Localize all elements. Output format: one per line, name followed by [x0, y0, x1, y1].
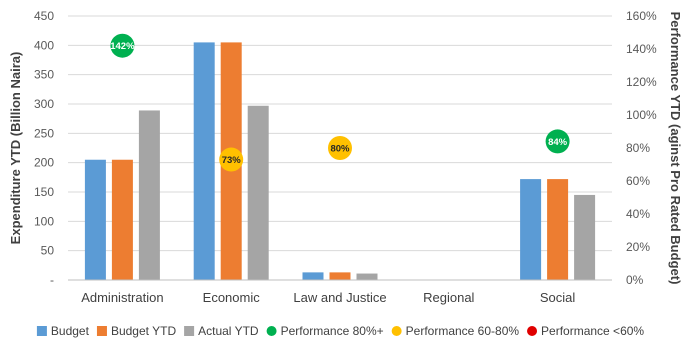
y2-tick-label: 160%	[626, 9, 657, 23]
bar	[574, 194, 596, 280]
bar	[84, 159, 106, 280]
y2-tick-label: 100%	[626, 108, 657, 122]
legend-item: Performance 60-80%	[391, 324, 520, 338]
performance-label: 84%	[548, 137, 568, 148]
x-tick-label: Administration	[81, 290, 163, 305]
performance-marker	[219, 147, 244, 172]
y2-tick-label: 20%	[626, 240, 650, 254]
y-tick-label: 400	[34, 38, 54, 52]
y-axis-title: Expenditure YTD (Billion Naira)	[8, 52, 23, 245]
y-tick-label: 350	[34, 68, 54, 82]
legend-label: Actual YTD	[198, 324, 259, 338]
legend-label: Performance <60%	[541, 324, 644, 338]
axes: - 50 100 150 200 250 300 350 400 450 0% 20% 40% 60% 80…	[34, 9, 657, 305]
legend-item: Actual YTD	[184, 324, 259, 338]
y-tick-label: 100	[34, 214, 54, 228]
legend-label: Budget YTD	[111, 324, 176, 338]
bar	[356, 273, 378, 280]
y2-tick-label: 60%	[626, 174, 650, 188]
bar	[520, 179, 542, 280]
y-tick-label: 300	[34, 97, 54, 111]
bar	[247, 105, 269, 280]
x-tick-label: Economic	[203, 290, 261, 305]
legend-item: Budget	[36, 324, 90, 338]
performance-label: 80%	[330, 144, 350, 155]
bar	[138, 110, 160, 280]
performance-label: 73%	[222, 155, 242, 166]
legend-item: Budget YTD	[96, 324, 176, 338]
performance-label: 142%	[110, 41, 135, 52]
y-tick-label: 250	[34, 126, 54, 140]
x-tick-label: Law and Justice	[293, 290, 386, 305]
bar	[547, 179, 569, 280]
legend-swatch	[527, 326, 538, 336]
performance-markers: 142% 73% 80% 84%	[110, 33, 570, 172]
legend-swatch	[184, 326, 195, 336]
y2-tick-label: 120%	[626, 75, 657, 89]
y2-tick-label: 80%	[626, 141, 650, 155]
bar	[111, 159, 133, 280]
y-tick-label: -	[50, 273, 54, 287]
y-tick-label: 200	[34, 156, 54, 170]
legend-swatch	[96, 326, 107, 336]
legend-swatch	[266, 326, 277, 336]
bars	[84, 42, 596, 281]
legend-item: Performance <60%	[527, 324, 644, 338]
y2-tick-label: 0%	[626, 273, 644, 287]
performance-marker	[545, 129, 570, 154]
bar	[302, 272, 324, 280]
performance-marker	[110, 33, 135, 58]
performance-marker	[328, 136, 352, 160]
legend-label: Performance 80%+	[281, 324, 384, 338]
y-tick-label: 450	[34, 9, 54, 23]
legend: Budget Budget YTD Actual YTD Performance 80…	[36, 324, 644, 338]
legend-swatch	[36, 326, 47, 336]
bar	[193, 42, 215, 281]
x-tick-label: Social	[540, 290, 576, 305]
y2-tick-label: 140%	[626, 42, 657, 56]
y2-tick-label: 40%	[626, 207, 650, 221]
bar	[329, 272, 351, 280]
legend-label: Performance 60-80%	[406, 324, 520, 338]
legend-swatch	[391, 326, 402, 336]
legend-label: Budget	[51, 324, 90, 338]
y2-axis-title: Performance YTD (aginst Pro Rated Budget…	[668, 12, 681, 285]
y-tick-label: 50	[41, 244, 55, 258]
x-tick-label: Regional	[423, 290, 474, 305]
legend-item: Performance 80%+	[266, 324, 384, 338]
y-tick-label: 150	[34, 185, 54, 199]
